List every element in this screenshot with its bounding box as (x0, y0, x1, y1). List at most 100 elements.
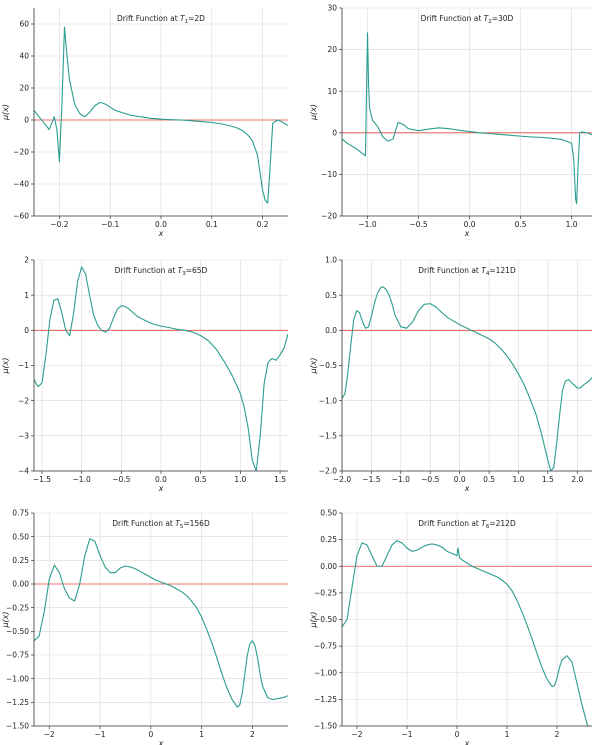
title-subscript: 6 (486, 524, 490, 530)
y-tick-label: 30 (327, 4, 337, 13)
x-tick-label: 1 (505, 730, 510, 739)
x-axis-title: x (464, 739, 470, 745)
x-tick-label: −1.5 (33, 475, 51, 484)
y-tick-label: −1.5 (319, 431, 337, 440)
y-tick-label: 0 (24, 326, 29, 335)
y-tick-label: −1.25 (6, 698, 29, 707)
title-symbol: T (484, 14, 490, 23)
panel-title: Drift Function at T5=156D (112, 519, 210, 530)
x-tick-label: −2.0 (333, 475, 351, 484)
y-tick-label: 60 (19, 20, 29, 29)
y-tick-label: 10 (327, 87, 337, 96)
y-tick-label: 20 (19, 84, 29, 93)
x-tick-label: 0.0 (454, 475, 466, 484)
x-tick-label: −0.5 (409, 220, 427, 229)
y-tick-label: −0.25 (314, 588, 337, 597)
y-tick-label: −4 (18, 467, 29, 476)
y-tick-label: −2 (18, 396, 29, 405)
y-tick-label: 0.0 (325, 326, 337, 335)
x-tick-label: 1 (199, 730, 204, 739)
title-prefix: Drift Function at (117, 14, 180, 23)
title-symbol: T (175, 519, 181, 528)
title-suffix: =30D (492, 14, 514, 23)
x-tick-label: −1.0 (73, 475, 91, 484)
x-tick-label: 1.0 (513, 475, 525, 484)
x-tick-label: 0.0 (464, 220, 476, 229)
x-tick-label: −1.5 (362, 475, 380, 484)
y-axis-title: μ(x) (309, 611, 318, 628)
x-tick-label: 0.1 (206, 220, 218, 229)
y-tick-label: −1.00 (6, 674, 29, 683)
title-prefix: Drift Function at (421, 14, 484, 23)
y-tick-label: 1.0 (325, 256, 337, 265)
y-tick-label: −20 (321, 212, 337, 221)
y-tick-label: −10 (321, 170, 337, 179)
y-axis-title: μ(x) (1, 357, 10, 374)
x-tick-label: 2 (555, 730, 560, 739)
y-tick-label: 40 (19, 52, 29, 61)
title-suffix: =212D (489, 519, 516, 528)
x-tick-label: 0 (455, 730, 460, 739)
x-axis-title: x (158, 484, 164, 493)
y-tick-label: −1 (18, 361, 29, 370)
x-tick-label: −1.0 (392, 475, 410, 484)
x-axis-title: x (464, 484, 470, 493)
y-tick-label: −0.5 (319, 361, 337, 370)
y-tick-label: −1.50 (314, 722, 337, 731)
x-tick-label: 2.0 (571, 475, 583, 484)
x-tick-label: 1.0 (566, 220, 578, 229)
y-tick-label: 0.50 (320, 509, 337, 518)
title-suffix: =2D (188, 14, 205, 23)
y-axis-title: μ(x) (1, 611, 10, 628)
title-prefix: Drift Function at (115, 266, 178, 275)
chart-panel-1: −0.2 −0.1 0.0 0.1 0.2 −60 −40 −20 0 20 40 60 x μ(x) Dr… (1, 8, 288, 238)
x-axis-title: x (158, 739, 164, 745)
x-tick-label: −1.0 (358, 220, 376, 229)
title-subscript: 5 (180, 524, 184, 530)
x-axis-title: x (158, 229, 164, 238)
x-tick-label: −0.5 (421, 475, 439, 484)
x-tick-label: −0.1 (101, 220, 119, 229)
drift-series-line (34, 266, 288, 471)
x-tick-label: 0.0 (155, 475, 167, 484)
y-tick-label: −0.75 (314, 642, 337, 651)
panel-title: Drift Function at T6=212D (418, 519, 516, 530)
drift-series-line (342, 32, 592, 205)
y-tick-label: 0.50 (12, 532, 29, 541)
y-tick-label: 0.00 (12, 580, 29, 589)
drift-series-line (342, 540, 589, 726)
x-tick-label: 0.0 (155, 220, 167, 229)
x-tick-label: −0.5 (112, 475, 130, 484)
x-tick-label: 0 (148, 730, 153, 739)
y-tick-label: −40 (13, 180, 29, 189)
y-tick-label: 1 (24, 291, 29, 300)
x-tick-label: −0.2 (50, 220, 68, 229)
y-tick-label: −0.50 (314, 615, 337, 624)
chart-panel-6: −2 −1 0 1 2 −1.50 −1.25 −1.00 −0.75 −0.50 −0.25 0.0… (309, 509, 592, 745)
y-tick-label: 0.25 (320, 535, 337, 544)
chart-panel-2: −1.0 −0.5 0.0 0.5 1.0 −20 −10 0 10 20 30 x μ(x) Drift… (309, 4, 592, 238)
y-tick-label: 0 (332, 128, 337, 137)
drift-series-line (342, 286, 592, 471)
x-tick-label: 1.5 (274, 475, 286, 484)
y-tick-label: −3 (18, 431, 29, 440)
y-tick-label: −1.50 (6, 722, 29, 731)
title-prefix: Drift Function at (418, 266, 481, 275)
title-prefix: Drift Function at (418, 519, 481, 528)
x-tick-label: 1.5 (542, 475, 554, 484)
y-tick-label: 2 (24, 256, 29, 265)
x-tick-label: 2 (250, 730, 255, 739)
panel-title: Drift Function at T1=2D (117, 14, 205, 25)
title-symbol: T (178, 266, 184, 275)
y-tick-label: −60 (13, 212, 29, 221)
y-tick-label: 0.5 (325, 291, 337, 300)
x-tick-label: −1 (95, 730, 106, 739)
x-axis-title: x (464, 229, 470, 238)
chart-panel-5: −2 −1 0 1 2 −1.50 −1.25 −1.00 −0.75 −0.50 −0.25 0.0… (1, 509, 288, 745)
y-tick-label: −1.0 (319, 396, 337, 405)
x-tick-label: 0.5 (515, 220, 527, 229)
drift-series-line (34, 26, 288, 204)
y-tick-label: 20 (327, 45, 337, 54)
title-subscript: 4 (486, 271, 490, 277)
